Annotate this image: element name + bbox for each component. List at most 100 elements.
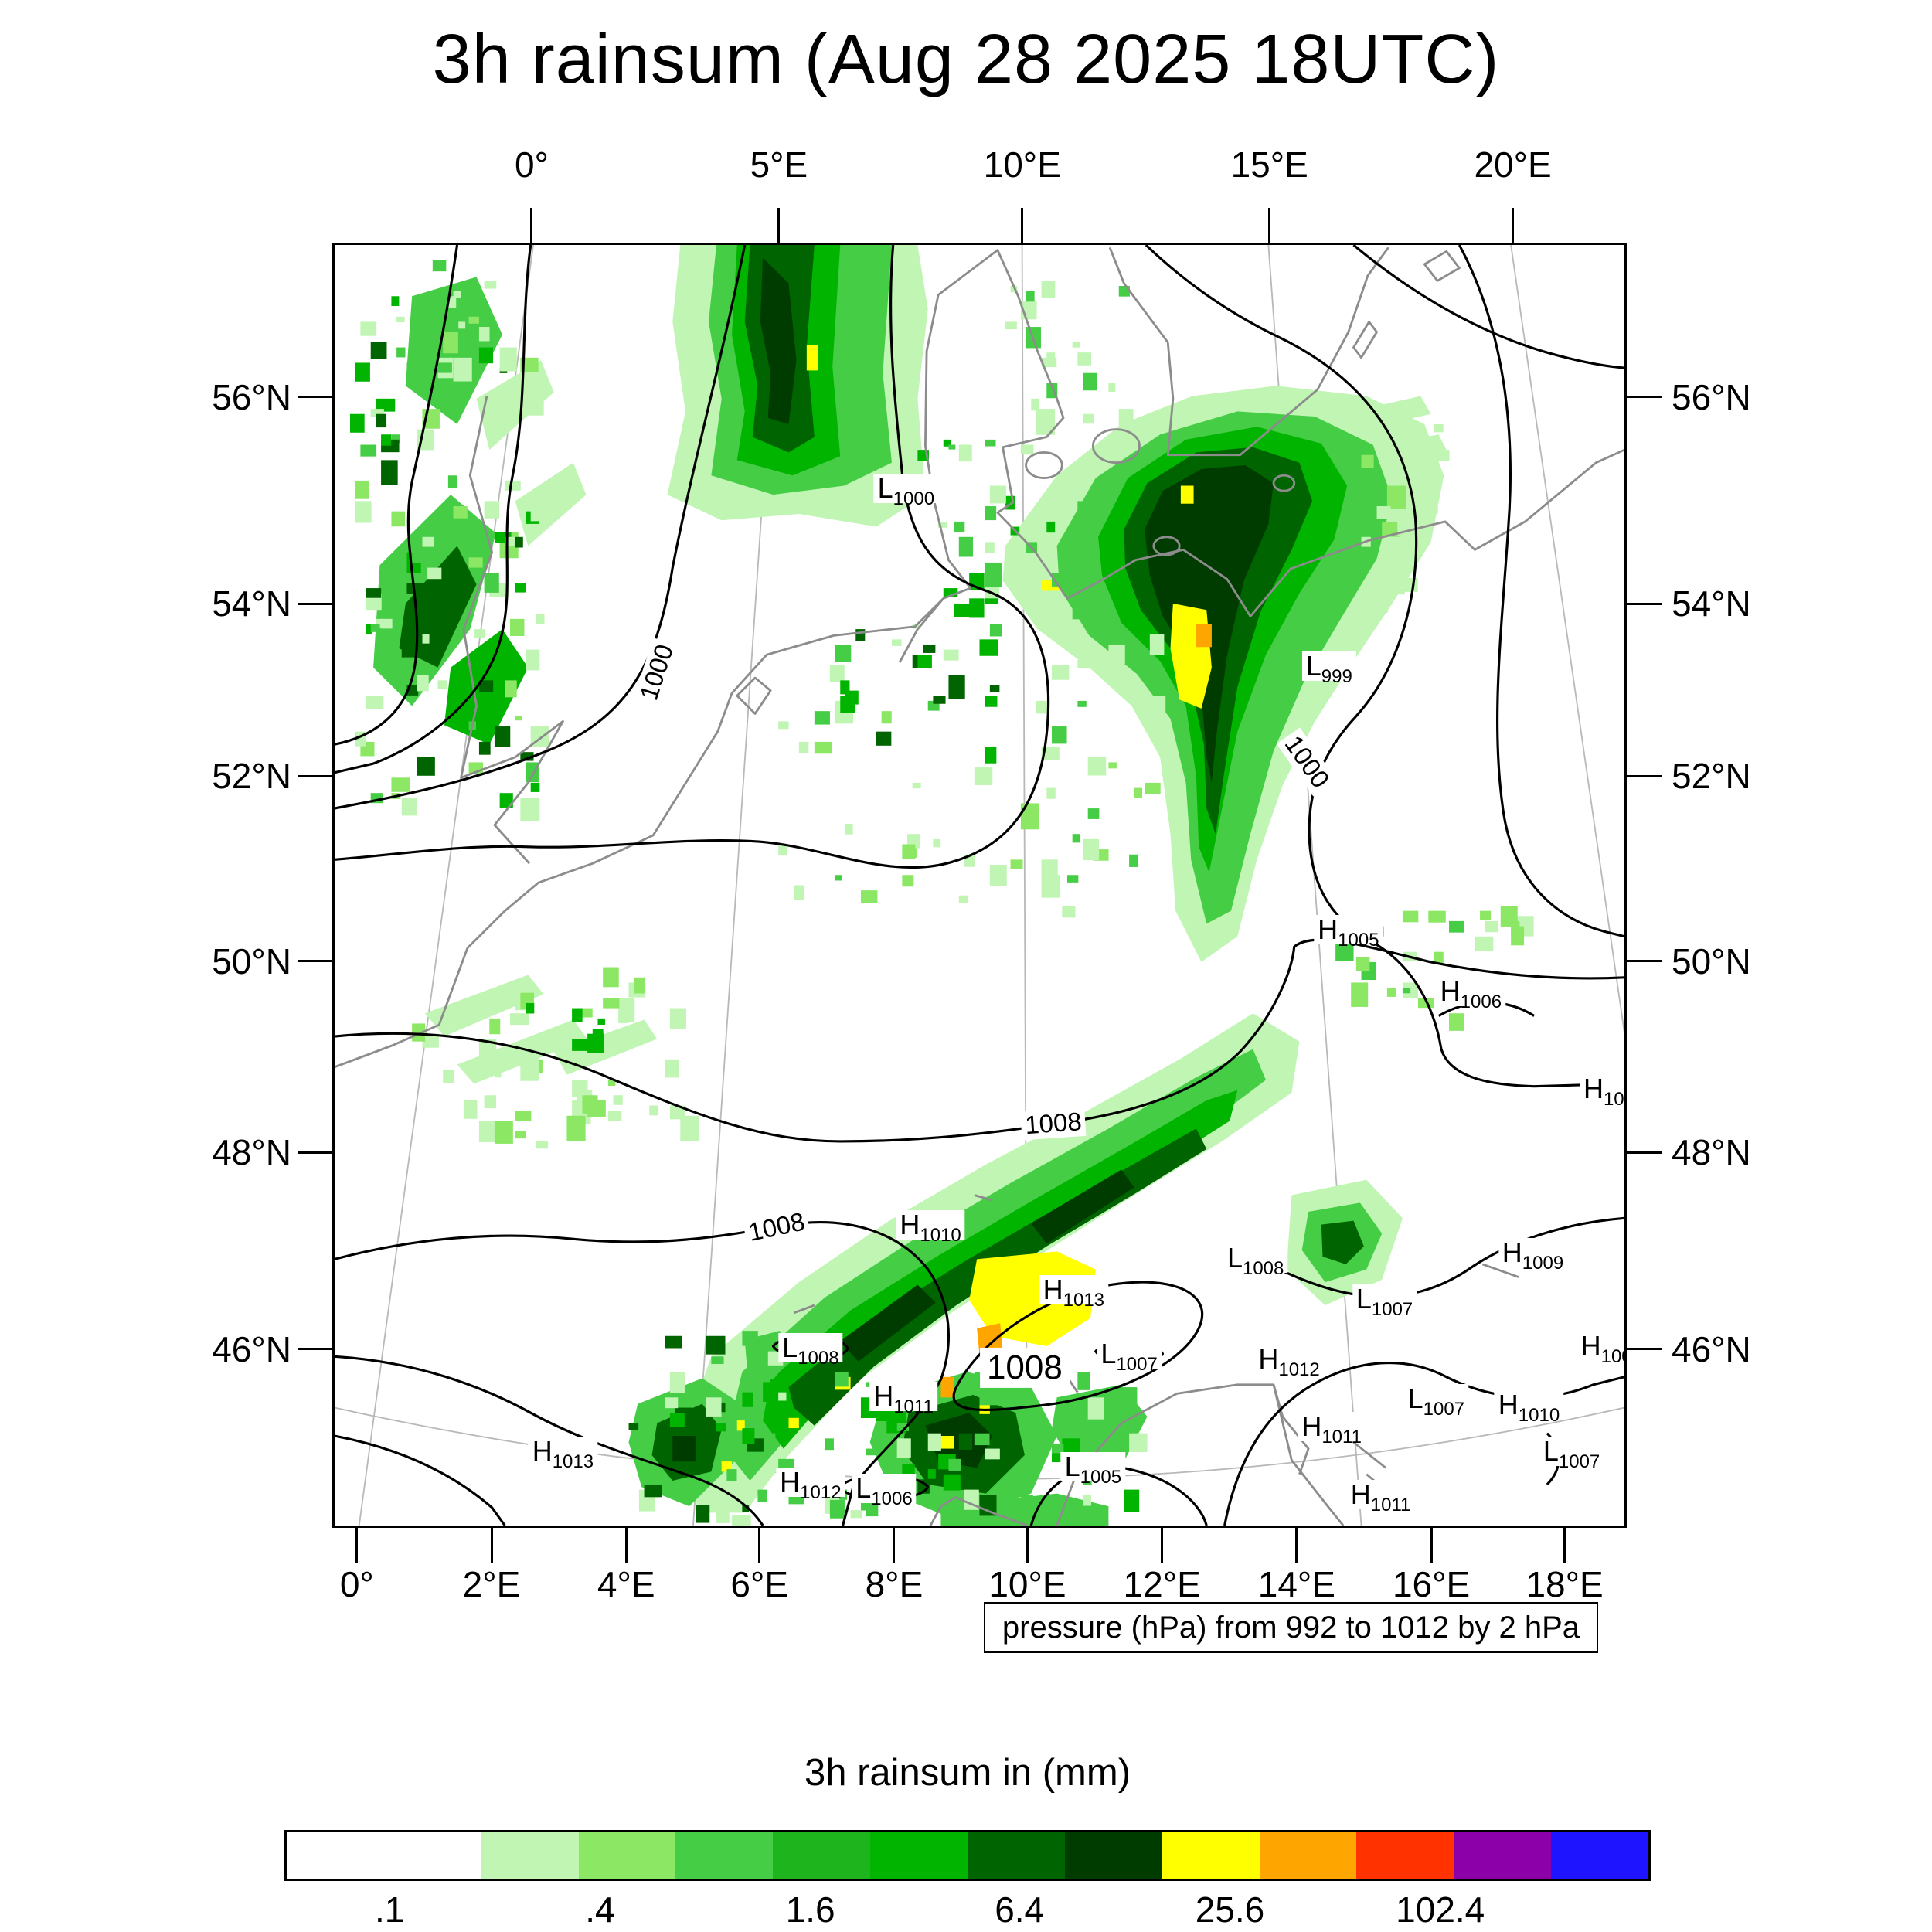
isobar-label: 1008 xyxy=(979,1348,1070,1389)
isobar-label: 1008 xyxy=(742,1206,812,1248)
top-axis-label: 10°E xyxy=(983,145,1061,185)
right-axis-tick xyxy=(1627,396,1662,399)
right-axis-tick xyxy=(1627,602,1662,605)
low-pressure-marker: L1007 xyxy=(1539,1436,1604,1471)
high-pressure-marker: H1012 xyxy=(776,1467,845,1502)
high-pressure-marker: H1013 xyxy=(1039,1275,1109,1310)
left-axis-label: 52°N xyxy=(212,756,291,797)
pressure-contours xyxy=(335,245,1624,1526)
left-axis-label: 50°N xyxy=(212,940,291,981)
low-pressure-marker: L1005 xyxy=(1060,1451,1126,1486)
high-pressure-marker: H1012 xyxy=(1254,1344,1324,1379)
top-axis-tick xyxy=(1268,208,1271,243)
bottom-axis-tick xyxy=(1026,1528,1029,1563)
low-pressure-marker: L1007 xyxy=(1352,1284,1417,1318)
colorbar-segment xyxy=(870,1832,968,1879)
colorbar-segment xyxy=(578,1832,676,1879)
bottom-axis-label: 12°E xyxy=(1123,1564,1201,1604)
colorbar-segment xyxy=(1551,1832,1649,1879)
top-axis-label: 0° xyxy=(514,145,549,185)
bottom-axis-tick xyxy=(758,1528,761,1563)
colorbar-segment xyxy=(383,1832,481,1879)
high-pressure-marker: H1006 xyxy=(1579,1073,1624,1108)
top-axis-tick xyxy=(777,208,781,243)
high-pressure-marker: H1006 xyxy=(1577,1332,1624,1366)
colorbar-segment xyxy=(287,1832,384,1879)
high-pressure-marker: H1010 xyxy=(1494,1390,1564,1425)
colorbar-segment xyxy=(1454,1832,1552,1879)
bottom-axis-tick xyxy=(624,1528,628,1563)
bottom-axis-label: 18°E xyxy=(1526,1564,1604,1604)
high-pressure-marker: H1011 xyxy=(869,1381,937,1416)
bottom-axis-label: 4°E xyxy=(597,1564,655,1604)
left-axis-tick xyxy=(298,602,332,605)
left-axis-label: 54°N xyxy=(212,583,291,624)
top-axis-label: 15°E xyxy=(1230,145,1308,185)
colorbar-segment xyxy=(1356,1832,1454,1879)
isobar-label: 1008 xyxy=(1019,1107,1087,1140)
colorbar-tick-label: 1.6 xyxy=(785,1889,835,1930)
pressure-note-box: pressure (hPa) from 992 to 1012 by 2 hPa xyxy=(983,1602,1598,1653)
colorbar-segment xyxy=(1064,1832,1162,1879)
low-pressure-marker: L999 xyxy=(1301,651,1356,686)
bottom-axis-label: 16°E xyxy=(1392,1564,1471,1604)
map-plot-area: L1000 L999 H1005 H1006 H1006 H1010 L1008 H1009 L… xyxy=(332,243,1627,1528)
top-axis-tick xyxy=(1512,208,1515,243)
low-pressure-marker: L1007 xyxy=(1403,1383,1469,1418)
pressure-label-layer: L1000 L999 H1005 H1006 H1006 H1010 L1008 H1009 L… xyxy=(335,245,1624,1526)
colorbar-tick-label: .4 xyxy=(585,1889,615,1930)
left-axis-tick xyxy=(298,960,332,963)
low-pressure-marker: L1007 xyxy=(1097,1338,1162,1373)
colorbar-tick-label: .1 xyxy=(374,1889,405,1930)
colorbar-tick-label: 6.4 xyxy=(995,1889,1045,1930)
high-pressure-marker: H1011 xyxy=(1298,1412,1366,1447)
right-axis-tick xyxy=(1627,960,1662,963)
right-axis-label: 50°N xyxy=(1672,940,1751,981)
right-axis-label: 56°N xyxy=(1672,376,1751,417)
bottom-axis-tick xyxy=(355,1528,359,1563)
colorbar-segment xyxy=(675,1832,774,1879)
bottom-axis-label: 6°E xyxy=(730,1564,789,1604)
colorbar-segment xyxy=(481,1832,579,1879)
bottom-axis-tick xyxy=(893,1528,896,1563)
bottom-axis-tick xyxy=(490,1528,493,1563)
left-axis-label: 48°N xyxy=(212,1132,291,1173)
bottom-axis-tick xyxy=(1161,1528,1164,1563)
bottom-axis-tick xyxy=(1295,1528,1298,1563)
high-pressure-marker: H1010 xyxy=(896,1209,965,1244)
high-pressure-marker: H1009 xyxy=(1498,1238,1568,1273)
low-pressure-marker: L1008 xyxy=(778,1332,843,1367)
top-axis-label: 5°E xyxy=(750,145,808,185)
bottom-axis-label: 8°E xyxy=(865,1564,923,1604)
colorbar-segment xyxy=(968,1832,1065,1879)
left-axis-tick xyxy=(298,396,332,399)
left-axis-label: 46°N xyxy=(212,1328,291,1369)
isobar-label: 1000 xyxy=(1277,727,1338,798)
right-axis-label: 52°N xyxy=(1672,756,1751,797)
bottom-axis-label: 2°E xyxy=(462,1564,521,1604)
right-axis-tick xyxy=(1627,1348,1662,1351)
page-title: 3h rainsum (Aug 28 2025 18UTC) xyxy=(432,21,1500,98)
isobar-label: 1000 xyxy=(633,638,681,708)
right-axis-label: 54°N xyxy=(1672,583,1751,624)
colorbar-segment xyxy=(773,1832,871,1879)
right-axis-label: 46°N xyxy=(1672,1328,1751,1369)
high-pressure-marker: H1013 xyxy=(528,1436,598,1471)
bottom-axis-label: 14°E xyxy=(1257,1564,1335,1604)
bottom-axis-tick xyxy=(1563,1528,1566,1563)
left-axis-tick xyxy=(298,1151,332,1154)
low-pressure-marker: L1008 xyxy=(1223,1243,1288,1277)
bottom-axis-label: 0° xyxy=(339,1564,374,1604)
bottom-axis-tick xyxy=(1430,1528,1433,1563)
left-axis-tick xyxy=(298,1348,332,1351)
high-pressure-marker: H1005 xyxy=(1314,915,1383,950)
colorbar-tick-label: 25.6 xyxy=(1195,1889,1265,1930)
top-axis-tick xyxy=(530,208,533,243)
low-pressure-marker: L1000 xyxy=(873,473,939,508)
bottom-axis-label: 10°E xyxy=(988,1564,1066,1604)
left-axis-tick xyxy=(298,774,332,777)
rainfall-colorbar xyxy=(284,1830,1651,1881)
top-axis-tick xyxy=(1021,208,1024,243)
left-axis-label: 56°N xyxy=(212,376,291,417)
high-pressure-marker: H1006 xyxy=(1436,977,1506,1012)
